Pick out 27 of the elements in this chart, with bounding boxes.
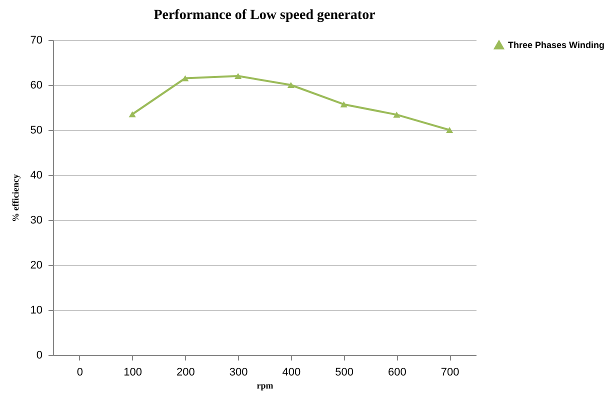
- y-tick-label: 70: [30, 34, 42, 46]
- chart-title: Performance of Low speed generator: [154, 8, 376, 23]
- y-tick-label: 50: [30, 124, 42, 136]
- y-tick-label: 0: [36, 350, 42, 362]
- point: [128, 111, 136, 118]
- x-tick-label: 700: [440, 366, 460, 378]
- x-tick-label: 300: [229, 366, 248, 378]
- legend-label: Three Phases Winding: [508, 40, 604, 50]
- x-tick-label: 200: [176, 366, 195, 378]
- x-tick-label: 600: [388, 366, 406, 378]
- y-tick-label: 10: [30, 304, 42, 316]
- point: [182, 75, 189, 82]
- y-tick-label: 30: [30, 214, 42, 226]
- x-tick-label: 400: [282, 366, 301, 378]
- x-tick-label: 100: [124, 366, 142, 378]
- x-tick-label: 0: [76, 366, 83, 378]
- x-tick-label: 500: [335, 366, 354, 378]
- point: [340, 101, 348, 108]
- point: [393, 112, 400, 118]
- y-tick-label: 20: [30, 260, 42, 272]
- y-axis-title: % efficiency: [10, 174, 20, 222]
- x-axis-title: rpm: [256, 380, 274, 390]
- point: [234, 72, 242, 80]
- y-tick-label: 60: [30, 80, 42, 92]
- y-tick-label: 40: [30, 170, 42, 182]
- point: [446, 126, 454, 134]
- point: [287, 82, 294, 88]
